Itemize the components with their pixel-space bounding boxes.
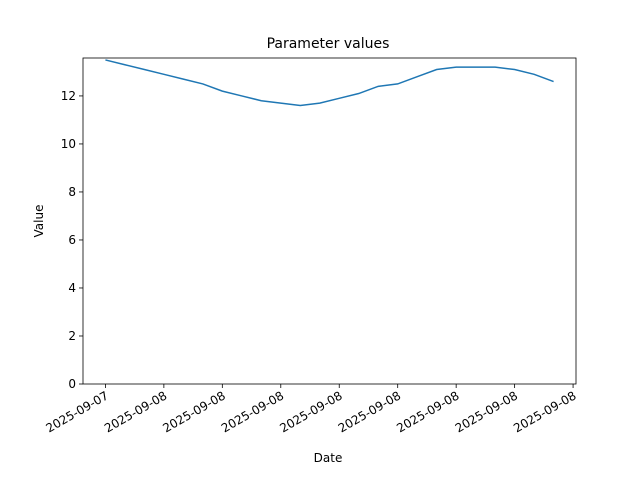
x-tick-label: 2025-09-08 (394, 388, 461, 435)
x-tick-label: 2025-09-08 (102, 388, 169, 435)
plot-frame (82, 57, 577, 385)
y-tick-label: 8 (68, 185, 76, 199)
y-tick-label: 6 (68, 233, 76, 247)
y-tick-label: 12 (61, 89, 76, 103)
x-tick-label: 2025-09-08 (511, 388, 578, 435)
x-tick-label: 2025-09-07 (44, 388, 111, 435)
y-tick-label: 2 (68, 329, 76, 343)
y-axis-label: Value (32, 205, 46, 238)
y-tick-label: 10 (61, 137, 76, 151)
x-tick-label: 2025-09-08 (277, 388, 344, 435)
chart-title: Parameter values (267, 36, 390, 52)
x-tick-label: 2025-09-08 (336, 388, 403, 435)
y-tick-label: 0 (68, 377, 76, 391)
x-tick-label: 2025-09-08 (160, 388, 227, 435)
x-tick-label: 2025-09-08 (453, 388, 520, 435)
y-tick-label: 4 (68, 281, 76, 295)
line (105, 59, 554, 107)
x-tick-label: 2025-09-08 (219, 388, 286, 435)
x-axis-label: Date (314, 451, 343, 465)
